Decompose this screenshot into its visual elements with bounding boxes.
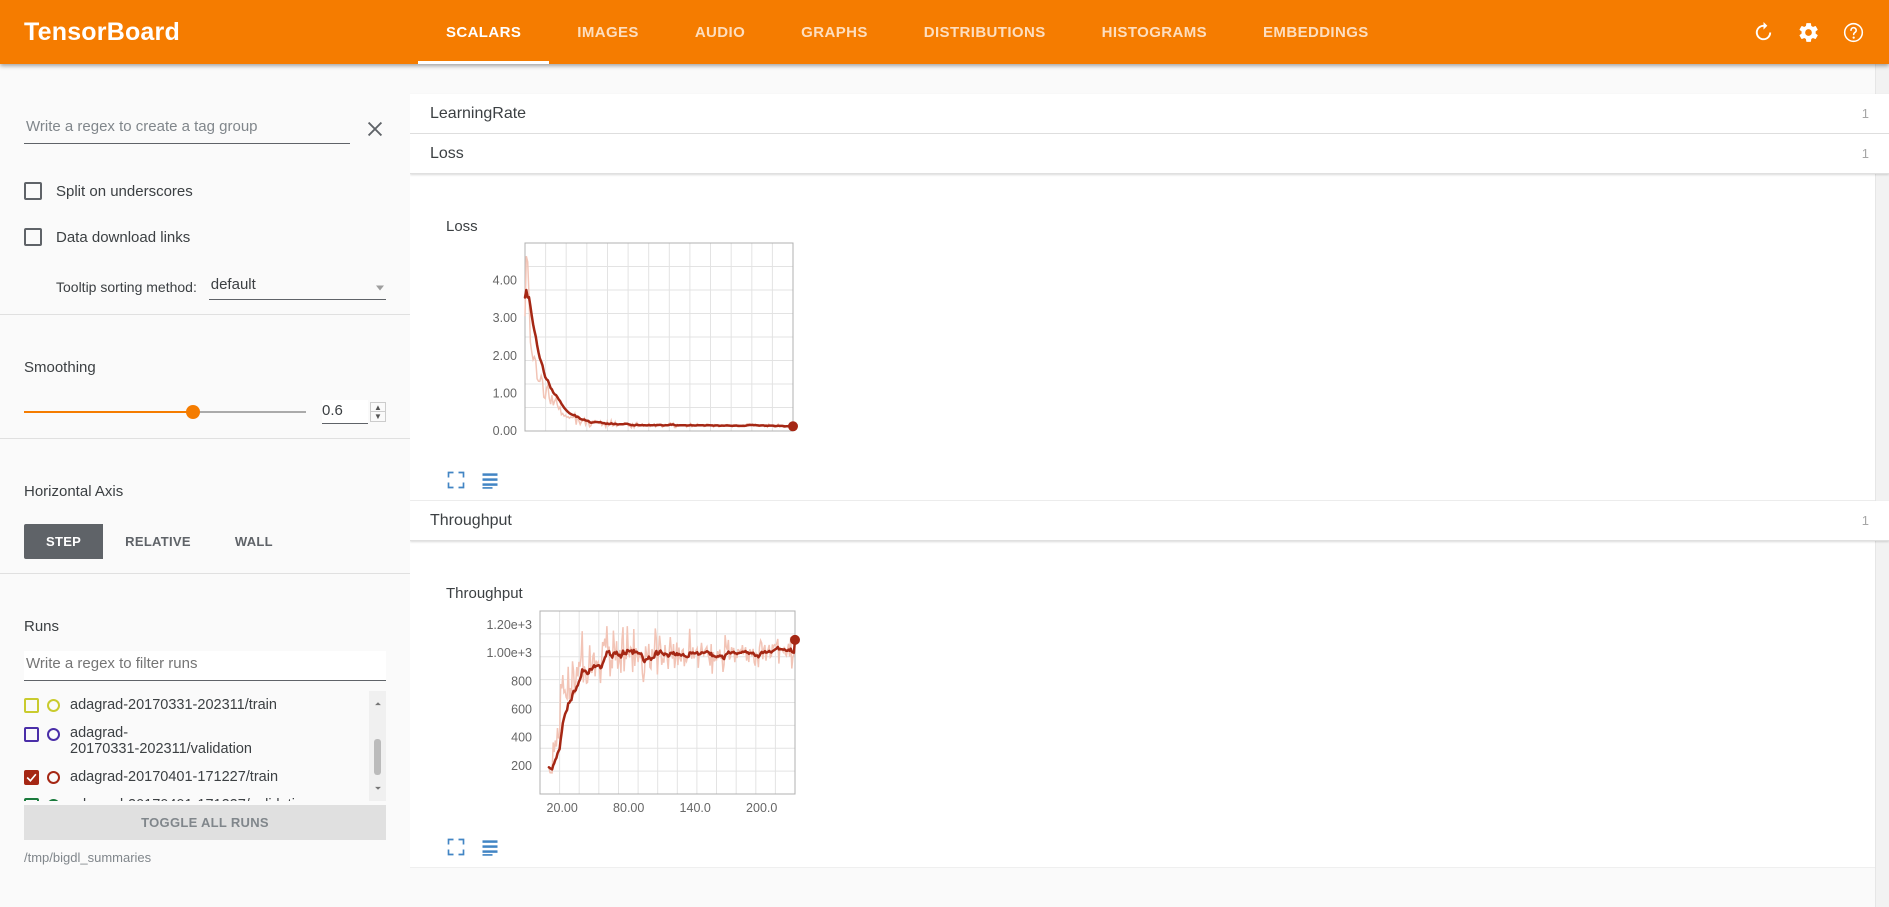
svg-text:2.00: 2.00 bbox=[493, 349, 517, 363]
svg-text:1.20e+3: 1.20e+3 bbox=[486, 618, 532, 632]
svg-text:200: 200 bbox=[511, 759, 532, 773]
svg-text:3.00: 3.00 bbox=[493, 311, 517, 325]
svg-text:400: 400 bbox=[511, 731, 532, 745]
svg-text:0.00: 0.00 bbox=[493, 424, 517, 438]
svg-text:4.00: 4.00 bbox=[493, 274, 517, 288]
svg-text:80.00: 80.00 bbox=[613, 801, 644, 815]
svg-text:140.0: 140.0 bbox=[680, 801, 711, 815]
svg-text:1.00: 1.00 bbox=[493, 386, 517, 400]
svg-text:600: 600 bbox=[511, 703, 532, 717]
svg-text:20.00: 20.00 bbox=[547, 801, 578, 815]
svg-text:1.00e+3: 1.00e+3 bbox=[486, 646, 532, 660]
svg-text:800: 800 bbox=[511, 674, 532, 688]
svg-text:200.0: 200.0 bbox=[746, 801, 777, 815]
